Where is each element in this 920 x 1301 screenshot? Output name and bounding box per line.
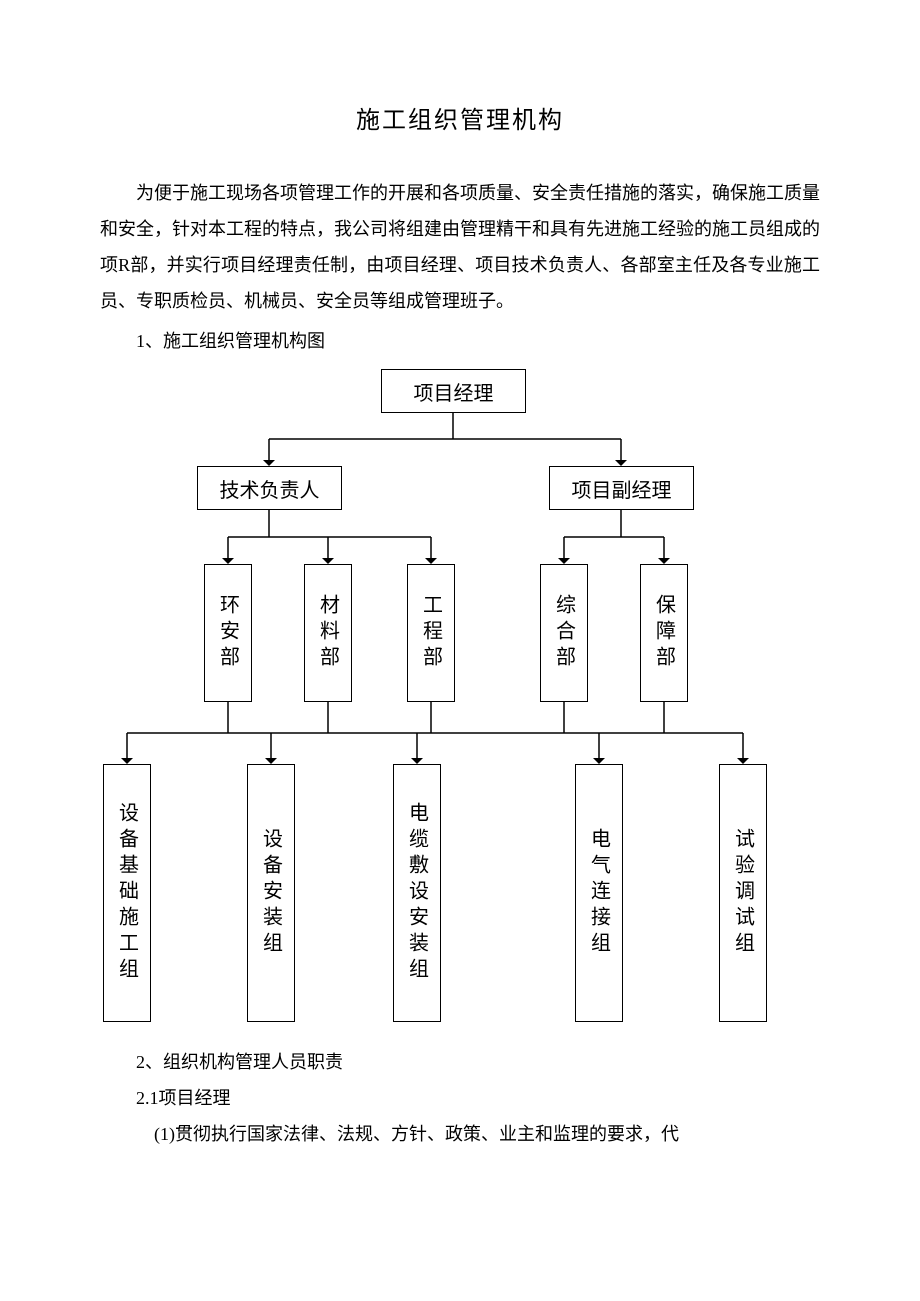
org-node-level2-1: 项目副经理 bbox=[549, 466, 694, 510]
org-node-level1: 项目经理 bbox=[381, 369, 526, 413]
page-title: 施工组织管理机构 bbox=[100, 100, 820, 135]
org-node-level3-2: 工程部 bbox=[407, 564, 455, 702]
intro-paragraph: 为便于施工现场各项管理工作的开展和各项质量、安全责任措施的落实，确保施工质量和安… bbox=[100, 175, 820, 319]
org-node-level4-0: 设备基础施工组 bbox=[103, 764, 151, 1022]
org-node-level4-2: 电缆敷设安装组 bbox=[393, 764, 441, 1022]
item-2-1-1: (1)贯彻执行国家法律、法规、方针、政策、业主和监理的要求，代 bbox=[100, 1116, 820, 1152]
section-1-heading: 1、施工组织管理机构图 bbox=[100, 323, 820, 359]
org-node-level3-4: 保障部 bbox=[640, 564, 688, 702]
org-node-level4-4: 试验调试组 bbox=[719, 764, 767, 1022]
org-node-level4-3: 电气连接组 bbox=[575, 764, 623, 1022]
org-node-level3-1: 材料部 bbox=[304, 564, 352, 702]
org-node-level3-0: 环安部 bbox=[204, 564, 252, 702]
org-node-level3-3: 综合部 bbox=[540, 564, 588, 702]
section-2-1-heading: 2.1项目经理 bbox=[100, 1080, 820, 1116]
org-node-level4-1: 设备安装组 bbox=[247, 764, 295, 1022]
org-node-level2-0: 技术负责人 bbox=[197, 466, 342, 510]
org-chart: 项目经理技术负责人 项目副经理环安部 材料部 工程部 综合部 保障部设备基础施工组 设备安装… bbox=[100, 369, 820, 1029]
section-2-heading: 2、组织机构管理人员职责 bbox=[100, 1044, 820, 1080]
